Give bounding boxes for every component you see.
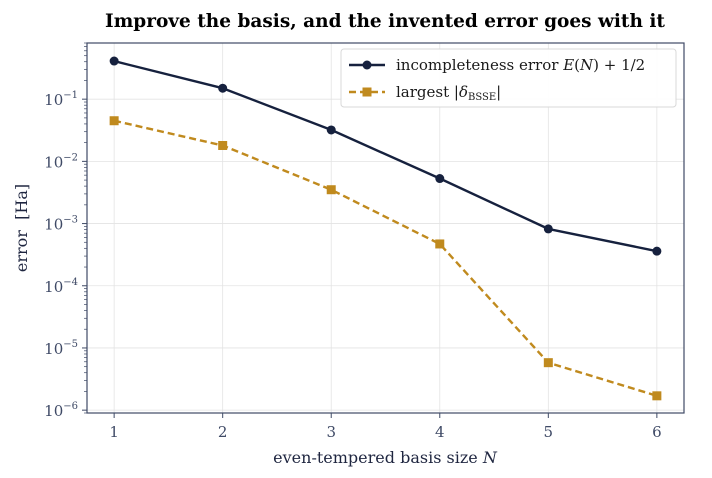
- legend-entry-incompleteness: incompleteness error E(N) + 1/2: [349, 56, 645, 74]
- x-tick-label: 1: [109, 423, 119, 441]
- legend-label-bsse: largest |δBSSE|: [396, 83, 501, 103]
- series-layer: [109, 56, 662, 401]
- legend-entry-bsse: largest |δBSSE|: [349, 83, 501, 103]
- chart-title: Improve the basis, and the invented erro…: [105, 11, 665, 32]
- data-point-bsse: [652, 391, 662, 401]
- x-axis-ticks: 1 2 3 4 5 6: [109, 413, 662, 441]
- data-point-incompleteness: [109, 56, 119, 66]
- x-tick-label: 5: [544, 423, 554, 441]
- legend-marker-bsse: [362, 87, 372, 97]
- x-tick-label: 4: [435, 423, 445, 441]
- data-point-incompleteness: [326, 125, 336, 135]
- y-axis-ticks: 10−1 10−2 10−3 10−4 10−5 10−6: [44, 90, 87, 420]
- data-point-bsse: [109, 116, 119, 126]
- plot-frame: [86, 42, 685, 414]
- data-point-incompleteness: [652, 246, 662, 256]
- y-tick-label: 10−2: [44, 152, 78, 171]
- series-line-incompleteness: [113, 59, 658, 253]
- data-point-incompleteness: [543, 224, 553, 234]
- data-point-incompleteness: [435, 174, 445, 184]
- legend: incompleteness error E(N) + 1/2 largest …: [340, 48, 677, 108]
- data-point-bsse: [326, 185, 336, 195]
- data-point-bsse: [543, 358, 553, 368]
- legend-box: [340, 48, 677, 108]
- data-point-bsse: [218, 140, 228, 150]
- y-tick-label: 10−6: [44, 401, 78, 420]
- y-tick-label: 10−3: [44, 215, 78, 234]
- x-axis-label: even-tempered basis size N: [273, 448, 498, 467]
- data-point-incompleteness: [218, 83, 228, 93]
- data-point-bsse: [435, 239, 445, 249]
- y-tick-label: 10−1: [44, 90, 78, 109]
- x-tick-label: 6: [652, 423, 662, 441]
- x-tick-label: 2: [218, 423, 228, 441]
- y-axis-label: error [Ha]: [12, 184, 31, 272]
- legend-label-incompleteness: incompleteness error E(N) + 1/2: [396, 56, 645, 74]
- y-tick-label: 10−5: [44, 339, 78, 358]
- y-tick-label: 10−4: [44, 277, 78, 296]
- x-tick-label: 3: [326, 423, 336, 441]
- series-line-bsse: [113, 119, 658, 397]
- legend-marker-incompleteness: [362, 60, 372, 70]
